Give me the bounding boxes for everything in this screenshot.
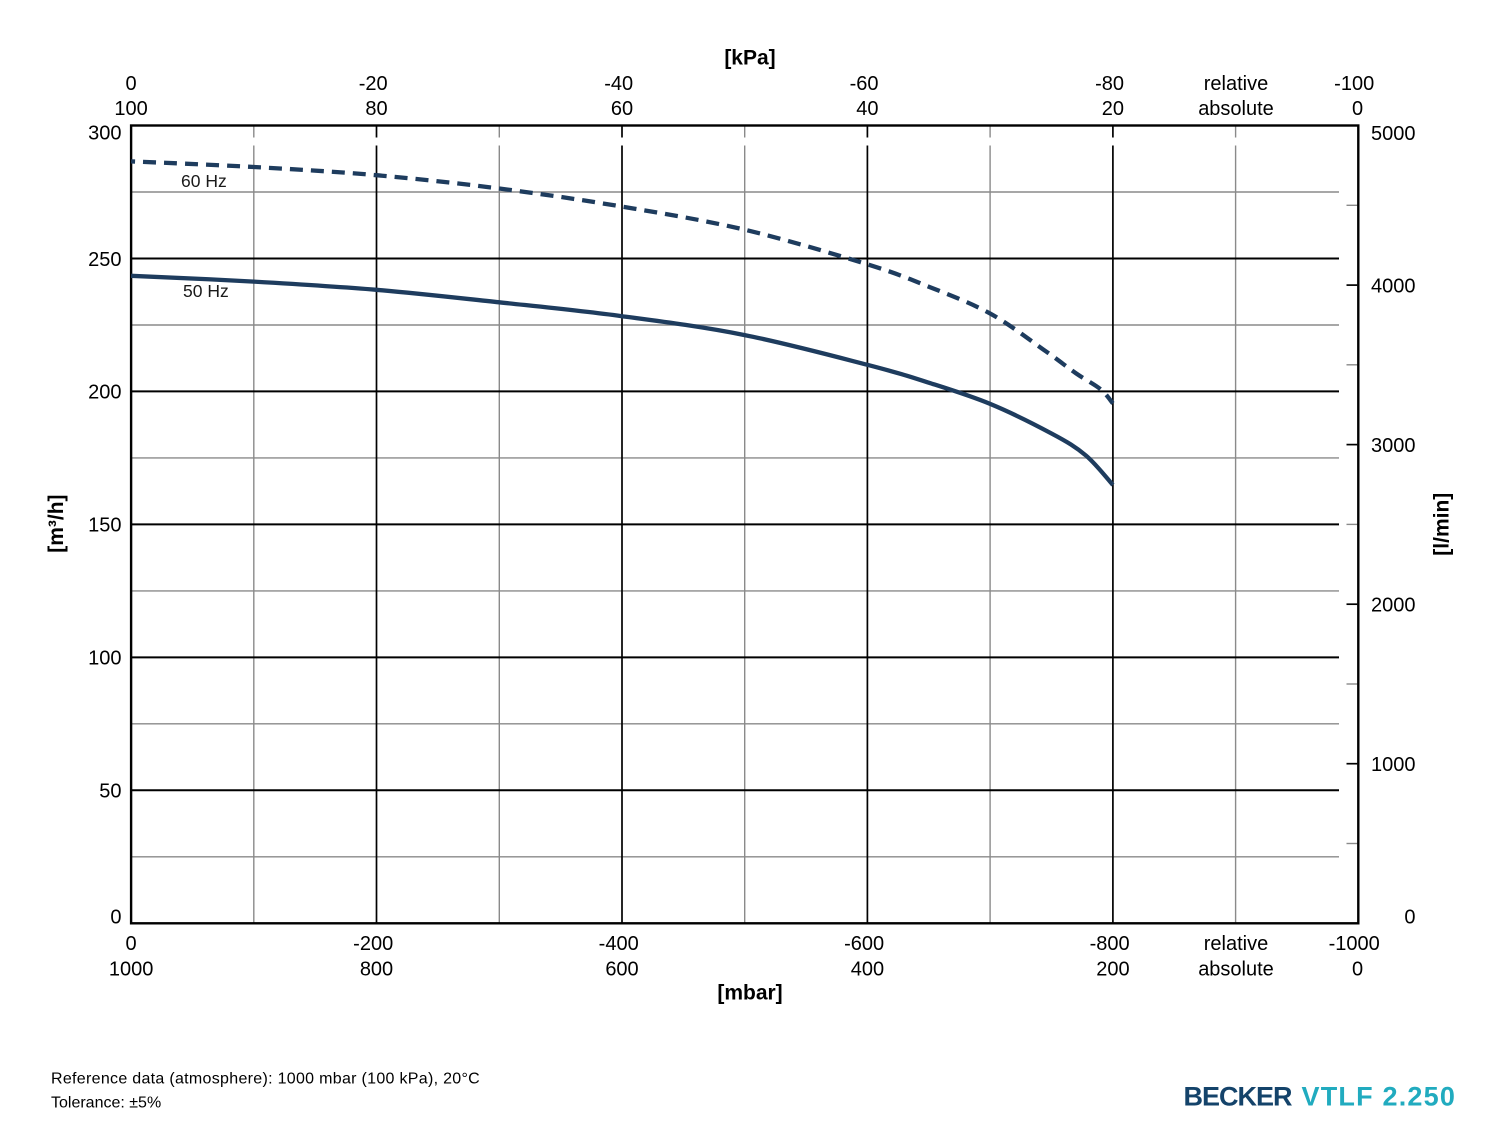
svg-text:[mbar]: [mbar] [717, 982, 782, 1005]
svg-text:60: 60 [611, 98, 633, 120]
svg-text:[m³/h]: [m³/h] [45, 494, 68, 552]
svg-text:-60: -60 [850, 73, 879, 95]
svg-text:50: 50 [99, 781, 121, 803]
svg-text:400: 400 [851, 958, 884, 980]
svg-text:-40: -40 [604, 73, 633, 95]
svg-text:BECKER: BECKER [1184, 1082, 1293, 1112]
svg-text:0: 0 [1352, 98, 1363, 120]
svg-text:1000: 1000 [109, 958, 154, 980]
svg-text:0: 0 [126, 933, 137, 955]
svg-text:relative: relative [1204, 933, 1268, 955]
svg-text:250: 250 [88, 249, 121, 271]
svg-text:100: 100 [114, 98, 147, 120]
svg-text:absolute: absolute [1198, 98, 1274, 120]
svg-text:[l/min]: [l/min] [1431, 493, 1454, 556]
svg-text:40: 40 [856, 98, 878, 120]
svg-text:-100: -100 [1334, 73, 1374, 95]
svg-text:VTLF 2.250: VTLF 2.250 [1302, 1082, 1457, 1112]
svg-text:-1000: -1000 [1329, 933, 1380, 955]
svg-text:60 Hz: 60 Hz [181, 171, 227, 191]
svg-text:1000: 1000 [1371, 754, 1416, 776]
svg-text:600: 600 [605, 958, 638, 980]
svg-text:2000: 2000 [1371, 595, 1416, 617]
svg-text:20: 20 [1102, 98, 1124, 120]
svg-text:-400: -400 [599, 933, 639, 955]
svg-text:-800: -800 [1090, 933, 1130, 955]
svg-text:200: 200 [88, 382, 121, 404]
svg-text:-80: -80 [1095, 73, 1124, 95]
svg-text:300: 300 [88, 123, 121, 145]
svg-text:[kPa]: [kPa] [724, 47, 775, 70]
svg-text:0: 0 [1404, 906, 1415, 928]
svg-text:Tolerance: ±5%: Tolerance: ±5% [51, 1095, 161, 1112]
svg-text:Reference data (atmosphere): 1: Reference data (atmosphere): 1000 mbar (… [51, 1071, 480, 1088]
svg-text:150: 150 [88, 515, 121, 537]
svg-text:5000: 5000 [1371, 123, 1416, 145]
svg-text:0: 0 [110, 906, 121, 928]
svg-text:80: 80 [365, 98, 387, 120]
svg-text:3000: 3000 [1371, 435, 1416, 457]
svg-text:200: 200 [1096, 958, 1129, 980]
svg-text:50 Hz: 50 Hz [183, 281, 229, 301]
svg-text:-20: -20 [359, 73, 388, 95]
svg-text:0: 0 [126, 73, 137, 95]
svg-text:-200: -200 [353, 933, 393, 955]
svg-text:absolute: absolute [1198, 958, 1274, 980]
svg-text:0: 0 [1352, 958, 1363, 980]
svg-text:relative: relative [1204, 73, 1268, 95]
svg-text:4000: 4000 [1371, 275, 1416, 297]
svg-text:100: 100 [88, 648, 121, 670]
svg-text:-600: -600 [844, 933, 884, 955]
svg-text:800: 800 [360, 958, 393, 980]
